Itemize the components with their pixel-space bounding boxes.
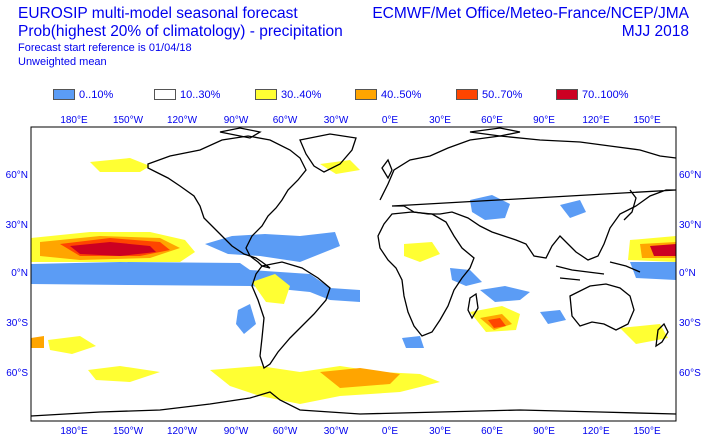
field-yellow-south-pacific xyxy=(48,336,96,354)
lon-label: 150°W xyxy=(113,426,144,437)
africa-coast xyxy=(377,211,475,337)
legend-swatch xyxy=(255,89,277,100)
antarctica-coast xyxy=(31,391,676,417)
lon-label: 150°E xyxy=(633,115,661,126)
lon-label: 120°W xyxy=(167,426,198,437)
field-blue-gulf-of-mexico xyxy=(205,232,340,262)
lon-labels-top: 180°E 150°W 120°W 90°W 60°W 30°W 0°E 30°… xyxy=(60,115,661,126)
legend: 0..10% 10..30% 30..40% 40..50% 50..70% 7… xyxy=(0,88,706,102)
legend-label: 40..50% xyxy=(381,89,422,101)
lon-label: 180°E xyxy=(60,115,88,126)
field-yellow-southern-ocean-east xyxy=(88,366,160,382)
forecast-start-reference: Forecast start reference is 01/04/18 xyxy=(18,42,192,54)
indonesia-coast xyxy=(555,261,641,281)
lat-label: 60°N xyxy=(6,170,28,181)
japan-coast xyxy=(623,189,637,221)
lon-label: 90°E xyxy=(533,426,555,437)
field-blue-africa xyxy=(450,268,482,286)
map-title: EUROSIP multi-model seasonal forecast xyxy=(18,5,298,22)
lat-labels-right: 60°N 30°N 0°N 30°S 60°S xyxy=(679,170,701,379)
field-blue-equatorial-pacific xyxy=(31,262,360,302)
axis-labels: 180°E 150°W 120°W 90°W 60°W 30°W 0°E 30°… xyxy=(6,115,702,437)
lon-label: 30°W xyxy=(324,426,349,437)
lon-label: 180°E xyxy=(60,426,88,437)
new-zealand-coast xyxy=(655,322,669,348)
field-yellow-north-atlantic xyxy=(320,160,360,174)
weighting-note: Unweighted mean xyxy=(18,56,107,68)
lon-labels-bottom: 180°E 150°W 120°W 90°W 60°W 30°W 0°E 30°… xyxy=(60,426,661,437)
field-blue-east-pacific xyxy=(630,262,676,280)
legend-swatch xyxy=(556,89,578,100)
greenland-coast xyxy=(299,133,357,173)
lon-label: 120°E xyxy=(582,115,610,126)
field-yellow-west-africa xyxy=(404,242,440,262)
lon-label: 0°E xyxy=(382,115,399,126)
field-darkred-tropical-pacific xyxy=(70,242,156,256)
season-label: MJJ 2018 xyxy=(621,23,689,40)
field-orange-southern-ocean xyxy=(320,368,400,388)
field-yellow-north-pacific xyxy=(90,158,150,172)
field-redorange-madagascar-sea xyxy=(488,318,506,328)
map-subtitle: Prob(highest 20% of climatology) - preci… xyxy=(18,23,343,40)
arctic-islands xyxy=(219,127,521,139)
field-yellow-east-pacific-south xyxy=(620,324,668,344)
probability-fields xyxy=(31,158,676,404)
model-centres: ECMWF/Met Office/Meteo-France/NCEP/JMA xyxy=(372,5,689,22)
europe-asia-coast xyxy=(379,135,676,261)
lon-label: 90°W xyxy=(224,426,249,437)
field-yellow-south-america xyxy=(252,274,290,304)
british-isles-coast xyxy=(381,158,393,180)
lon-label: 60°W xyxy=(273,115,298,126)
lat-label: 0°N xyxy=(11,268,28,279)
field-blue-south-america xyxy=(236,304,256,334)
lon-label: 120°W xyxy=(167,115,198,126)
world-precipitation-map: 180°E 150°W 120°W 90°W 60°W 30°W 0°E 30°… xyxy=(6,115,702,437)
legend-label: 10..30% xyxy=(180,89,221,101)
legend-label: 70..100% xyxy=(582,89,629,101)
field-blue-south-indian-ocean xyxy=(540,310,566,324)
legend-label: 0..10% xyxy=(79,89,114,101)
lon-label: 150°E xyxy=(633,426,661,437)
lon-label: 90°E xyxy=(533,115,555,126)
lon-label: 60°W xyxy=(273,426,298,437)
north-america-coast xyxy=(147,135,307,269)
field-blue-atlantic xyxy=(402,336,424,348)
lon-label: 30°W xyxy=(324,115,349,126)
south-america-coast xyxy=(251,261,331,370)
lat-label: 60°N xyxy=(679,170,701,181)
lon-label: 30°E xyxy=(429,115,451,126)
map-frame xyxy=(30,126,677,422)
legend-label: 50..70% xyxy=(482,89,523,101)
lon-label: 30°E xyxy=(429,426,451,437)
lat-label: 30°N xyxy=(679,220,701,231)
lat-label: 0°N xyxy=(679,268,696,279)
field-blue-tropical-south-pacific xyxy=(200,264,246,284)
lat-label: 30°S xyxy=(6,318,28,329)
lon-label: 0°E xyxy=(382,426,399,437)
lon-label: 90°W xyxy=(224,115,249,126)
field-blue-west-pacific xyxy=(560,200,586,218)
legend-swatch xyxy=(355,89,377,100)
lat-label: 30°S xyxy=(679,318,701,329)
lat-labels-left: 60°N 30°N 0°N 30°S 60°S xyxy=(6,170,29,379)
madagascar-coast xyxy=(467,292,479,320)
field-darkred-west-pacific xyxy=(650,244,676,256)
legend-swatch xyxy=(53,89,75,100)
lon-label: 60°E xyxy=(481,115,503,126)
legend-label: 30..40% xyxy=(281,89,322,101)
lat-label: 30°N xyxy=(6,220,28,231)
legend-swatch xyxy=(456,89,478,100)
lon-label: 150°W xyxy=(113,115,144,126)
australia-coast xyxy=(569,283,635,331)
lat-label: 60°S xyxy=(679,368,701,379)
coastlines xyxy=(31,127,676,417)
lat-label: 60°S xyxy=(6,368,28,379)
legend-swatch xyxy=(154,89,176,100)
field-orange-south-pacific xyxy=(31,336,44,348)
field-blue-indian-ocean xyxy=(480,286,530,302)
lon-label: 120°E xyxy=(582,426,610,437)
lon-label: 60°E xyxy=(481,426,503,437)
